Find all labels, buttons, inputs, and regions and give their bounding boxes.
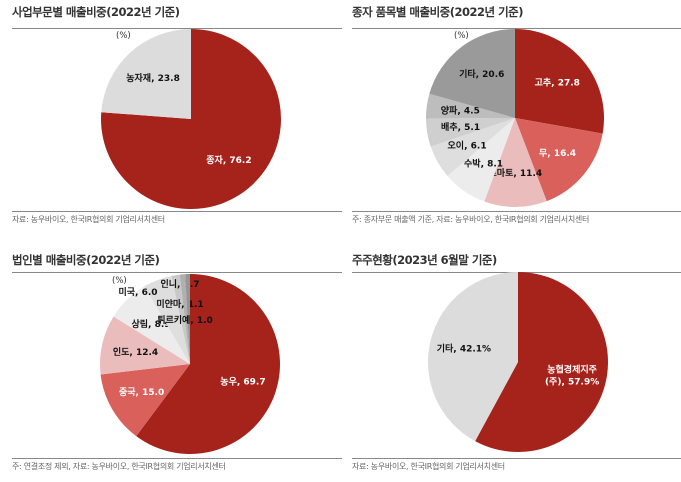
divider: [12, 458, 342, 459]
pie-slice-미국: [144, 275, 190, 364]
pie-slice-미얀마: [179, 274, 190, 364]
pie-label: 인니, 1.7: [160, 278, 199, 290]
chart-title: 사업부문별 매출비중(2022년 기준): [12, 5, 180, 19]
pie-slice-농협경제지주(주): [475, 272, 609, 453]
pie-slice-양파: [426, 93, 515, 119]
pie-slice-배추: [426, 118, 515, 147]
pie-slice-상림: [113, 286, 190, 364]
pie-slice-농우: [136, 274, 280, 454]
pie-slice-무: [515, 118, 603, 202]
pie-label: 미얀마, 1.1: [156, 298, 203, 310]
divider: [352, 458, 681, 459]
pie-label: 농협경제지주 (주), 57.9%: [545, 364, 599, 388]
pie-label: 미국, 6.0: [118, 286, 157, 298]
pie-label: 중국, 15.0: [119, 387, 164, 398]
pie-slice-고추: [515, 29, 604, 134]
pie-label: 무, 16.4: [539, 148, 576, 159]
pie-label: 오이, 6.1: [448, 139, 487, 151]
pie-label: 양파, 4.5: [441, 105, 480, 117]
pie-slice-튀르키예: [185, 274, 190, 364]
pie-label: 종자, 76.2: [206, 154, 251, 166]
pie-slice-토마토: [484, 118, 547, 207]
pie-label: 고추, 27.8: [535, 77, 580, 89]
unit-label: (%): [112, 276, 127, 286]
chart-title: 종자 품목별 매출비중(2022년 기준): [352, 5, 524, 19]
chart-panel-seed-items: 종자 품목별 매출비중(2022년 기준) (%) 주: 종자부문 매출액 기준…: [352, 0, 681, 230]
unit-label: (%): [116, 31, 131, 41]
pie-slice-수박: [447, 118, 515, 202]
pie-slice-인도: [100, 316, 190, 375]
divider: [352, 28, 681, 29]
pie-label: 토마토, 11.4: [489, 167, 543, 179]
source-note: 주: 종자부문 매출액 기준, 자료: 농우바이오, 한국IR협의회 기업리서치…: [352, 215, 590, 224]
pie-slice-중국: [100, 364, 190, 437]
pie-label: 농우, 69.7: [220, 377, 265, 388]
pie-label: 수박, 8.1: [464, 157, 503, 169]
unit-label: (%): [454, 31, 469, 41]
pie-label: 상림, 8.9: [131, 318, 170, 330]
pie-slice-기타: [429, 29, 515, 118]
pie-slice-농자재: [101, 29, 191, 119]
pie-label: 인도, 12.4: [113, 347, 158, 358]
divider: [12, 28, 342, 29]
chart-title: 법인별 매출비중(2022년 기준): [12, 253, 160, 267]
divider: [12, 272, 342, 273]
pie-label: 농자재, 23.8: [126, 72, 180, 84]
source-note: 자료: 농우바이오, 한국IR협의회 기업리서치센터: [352, 462, 505, 471]
pie-slice-인니: [171, 274, 190, 364]
pie-slice-기타: [428, 272, 518, 442]
pie-label: 배추, 5.1: [441, 121, 480, 133]
pie-label: 기타, 20.6: [459, 68, 504, 80]
pie-label: 기타, 42.1%: [437, 342, 491, 354]
chart-panel-business: 사업부문별 매출비중(2022년 기준) (%) 자료: 농우바이오, 한국IR…: [12, 0, 342, 230]
chart-title: 주주현황(2023년 6월말 기준): [352, 253, 497, 267]
chart-panel-subsidiary: 법인별 매출비중(2022년 기준) (%) 주: 연결조정 제외, 자료: 농…: [12, 248, 342, 482]
pie-label: 튀르키예, 1.0: [157, 314, 213, 326]
pie-slice-오이: [430, 118, 515, 177]
source-note: 자료: 농우바이오, 한국IR협의회 기업리서치센터: [12, 215, 165, 224]
divider: [352, 211, 681, 212]
source-note: 주: 연결조정 제외, 자료: 농우바이오, 한국IR협의회 기업리서치센터: [12, 462, 226, 471]
divider: [12, 211, 342, 212]
